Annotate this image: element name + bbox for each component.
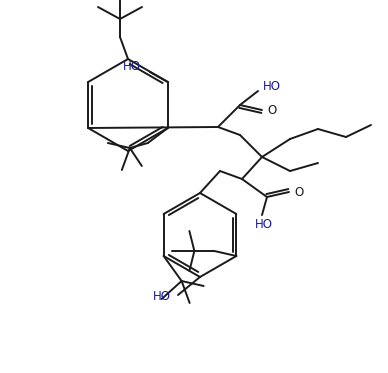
Text: HO: HO (263, 79, 281, 93)
Text: HO: HO (123, 60, 141, 73)
Text: HO: HO (153, 291, 171, 304)
Text: HO: HO (255, 217, 273, 231)
Text: O: O (294, 185, 304, 198)
Text: O: O (267, 103, 277, 116)
